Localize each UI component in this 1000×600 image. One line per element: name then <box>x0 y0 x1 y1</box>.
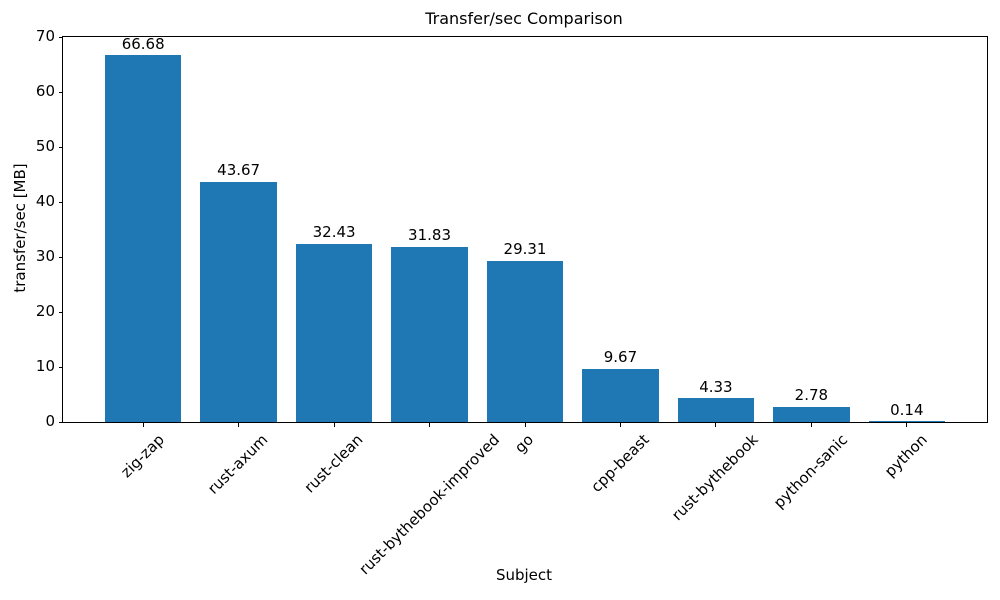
y-tick-mark <box>59 146 63 148</box>
y-tick-label: 50 <box>35 137 55 156</box>
bar <box>391 246 468 422</box>
y-tick-mark <box>59 421 63 423</box>
bar-value-label: 29.31 <box>503 240 547 259</box>
y-tick-mark <box>59 201 63 203</box>
bar-value-label: 4.33 <box>699 377 733 396</box>
x-tick-label: rust-clean <box>300 430 367 497</box>
chart-title: Transfer/sec Comparison <box>425 9 623 28</box>
x-tick-mark <box>333 422 335 427</box>
bar-value-label: 66.68 <box>121 34 165 53</box>
bar-value-label: 31.83 <box>408 226 452 245</box>
x-tick-label: python-sanic <box>770 430 852 512</box>
x-tick-label: rust-axum <box>204 430 272 498</box>
bar-value-label: 2.78 <box>794 386 829 405</box>
plot-area: 0 10 20 30 40 50 60 70 66.68 zig-zap 43.67 rust-axu… <box>36 29 988 578</box>
x-tick-mark <box>906 422 908 427</box>
bar <box>486 260 564 422</box>
x-tick-mark <box>238 422 240 427</box>
bar-value-label: 9.67 <box>603 348 638 367</box>
x-tick-mark <box>810 422 812 427</box>
y-tick-mark <box>59 256 63 258</box>
y-tick-label: 60 <box>35 82 55 101</box>
y-tick-mark <box>59 91 63 93</box>
x-tick-label: python <box>881 430 931 481</box>
y-tick-label: 30 <box>35 247 55 266</box>
bar <box>295 243 373 422</box>
y-tick-label: 70 <box>35 27 55 46</box>
x-tick-label: rust-bythebook-improved <box>355 430 503 579</box>
bar <box>868 421 945 422</box>
x-axis-label: Subject <box>495 566 553 584</box>
bar <box>105 55 182 422</box>
bar <box>773 406 850 422</box>
x-tick-label: go <box>511 430 538 457</box>
x-tick-mark <box>524 422 526 427</box>
y-tick-mark <box>59 366 63 368</box>
x-tick-label: zig-zap <box>117 430 168 482</box>
y-tick-label: 10 <box>35 357 55 376</box>
bar-value-label: 0.14 <box>890 400 924 419</box>
bar-value-label: 43.67 <box>217 161 261 180</box>
bar-value-label: 32.43 <box>312 223 356 242</box>
y-tick-label: 0 <box>45 412 55 431</box>
y-tick-mark <box>59 36 63 38</box>
y-tick-mark <box>59 311 63 313</box>
x-tick-mark <box>619 422 621 427</box>
x-tick-mark <box>142 422 144 427</box>
bar <box>677 398 755 422</box>
bar <box>582 368 659 422</box>
x-tick-label: rust-bythebook <box>668 430 762 525</box>
x-tick-mark <box>429 422 431 427</box>
x-tick-label: cpp-beast <box>586 430 653 496</box>
bar <box>200 181 277 422</box>
x-tick-mark <box>715 422 717 427</box>
y-tick-label: 40 <box>35 192 55 211</box>
y-tick-label: 20 <box>35 302 55 321</box>
y-axis-label: transfer/sec [MB] <box>11 163 29 293</box>
